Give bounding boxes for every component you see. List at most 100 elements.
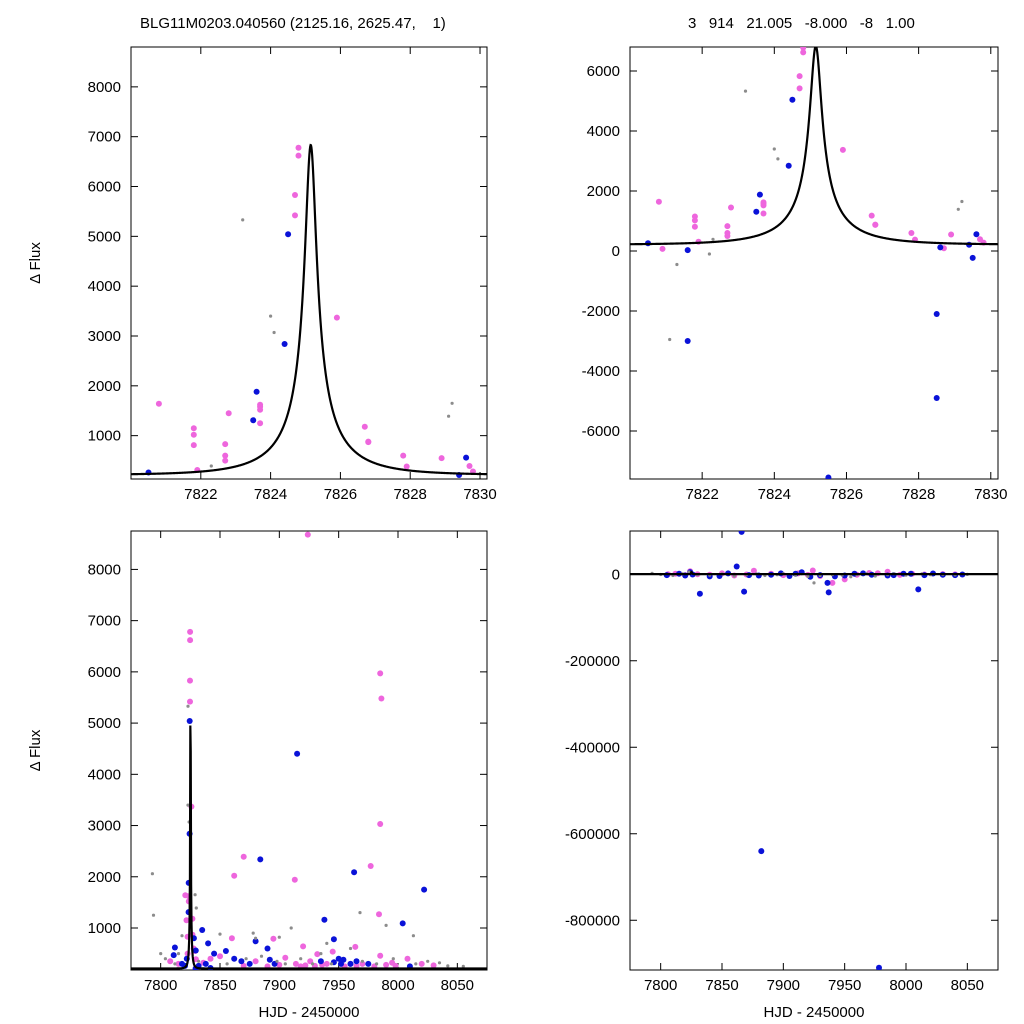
gray-data-point	[772, 147, 776, 151]
pink-data-point	[438, 455, 445, 462]
y-tick-label: 6000	[88, 179, 121, 196]
blue-data-point	[915, 586, 922, 593]
pink-data-point	[292, 212, 298, 219]
pink-data-point	[359, 960, 366, 967]
pink-data-point	[207, 955, 214, 962]
y-tick-label: -200000	[565, 653, 620, 670]
blue-data-point	[199, 927, 206, 933]
gray-data-point	[180, 934, 184, 938]
pink-data-point	[377, 821, 384, 827]
gray-data-point	[437, 961, 442, 965]
x-tick-label: 7824	[254, 486, 287, 503]
blue-data-point	[351, 869, 358, 876]
gray-data-point	[254, 936, 258, 940]
blue-data-point	[399, 920, 406, 927]
y-tick-label: -6000	[582, 423, 620, 440]
blue-data-point	[179, 960, 185, 967]
pink-data-point	[800, 47, 807, 51]
pink-data-point	[872, 221, 879, 228]
y-tick-label: 8000	[88, 561, 121, 578]
gray-data-point	[447, 414, 451, 418]
x-tick-label: 7822	[685, 486, 718, 503]
blue-data-point	[257, 856, 264, 863]
gray-data-point	[159, 952, 163, 956]
pink-data-point	[724, 223, 731, 230]
pink-data-point	[304, 531, 311, 538]
gray-data-point	[244, 957, 248, 961]
y-tick-label: 4000	[88, 766, 121, 783]
y-tick-label: 0	[612, 566, 620, 583]
pink-data-point	[659, 245, 666, 252]
pink-data-point	[292, 192, 298, 198]
gray-data-point	[707, 252, 712, 256]
x-tick-label: 7800	[644, 977, 677, 994]
y-tick-label: 4000	[587, 123, 620, 140]
blue-data-point	[253, 388, 260, 395]
pink-data-point	[190, 442, 197, 449]
y-tick-label: 1000	[88, 428, 121, 445]
blue-data-point	[753, 208, 760, 215]
plot-frame	[130, 530, 488, 971]
y-tick-label: -600000	[565, 826, 620, 843]
left-header-text: BLG11M0203.040560 (2125.16, 2625.47, 1)	[140, 15, 446, 32]
gray-data-point	[450, 401, 454, 405]
gray-data-point	[675, 262, 679, 267]
pink-data-point	[222, 452, 229, 459]
pink-data-point	[182, 892, 189, 899]
y-tick-label: 3000	[88, 328, 121, 345]
blue-data-point	[266, 956, 273, 963]
y-tick-label: 3000	[88, 818, 121, 835]
blue-data-point	[973, 231, 980, 238]
gray-data-point	[849, 575, 853, 579]
pink-data-point	[217, 953, 223, 960]
blue-data-point	[264, 945, 271, 952]
pink-data-point	[276, 961, 283, 968]
y-tick-label: 2000	[88, 378, 121, 395]
blue-data-point	[789, 96, 796, 103]
pink-data-point	[167, 958, 174, 965]
gray-data-point	[269, 314, 273, 318]
pink-data-point	[190, 431, 197, 438]
pink-data-point	[361, 423, 368, 430]
blue-data-point	[250, 417, 257, 424]
x-tick-label: 8000	[381, 977, 414, 994]
blue-data-point	[335, 955, 342, 962]
pink-data-point	[222, 441, 229, 448]
pink-data-point	[383, 961, 390, 968]
pink-data-point	[329, 948, 336, 955]
pink-data-point	[183, 917, 190, 924]
pink-data-point	[365, 438, 372, 445]
pink-data-point	[404, 955, 411, 962]
blue-data-point	[741, 588, 748, 595]
chart-panel-top-left: 7822 7824 7826 7828 7830 1000 2000 3000 4000 5000…	[27, 46, 497, 503]
blue-data-point	[463, 454, 470, 461]
gray-data-point	[209, 464, 213, 468]
y-tick-label: 6000	[88, 664, 121, 681]
x-tick-label: 7830	[463, 486, 496, 503]
pink-data-point	[300, 943, 307, 950]
pink-data-point	[728, 204, 734, 211]
gray-data-point	[311, 962, 315, 966]
blue-data-point	[933, 395, 940, 401]
blue-data-point	[330, 936, 337, 943]
gray-data-point	[426, 959, 430, 963]
pink-data-point	[724, 233, 731, 239]
pink-data-point	[314, 951, 321, 958]
x-tick-label: 7828	[902, 486, 935, 503]
pink-data-point	[295, 144, 302, 151]
gray-data-point	[241, 218, 245, 222]
chart-panel-top-right: 7822 7824 7826 7828 7830 -6000 -4000 -2000 0 2000…	[582, 46, 1007, 503]
pink-data-point	[291, 876, 298, 883]
pink-data-point	[403, 463, 410, 470]
pink-data-point	[270, 935, 277, 942]
blue-data-point	[353, 958, 360, 965]
x-tick-label: 7950	[828, 977, 861, 994]
pink-data-point	[378, 695, 385, 702]
gray-data-point	[960, 199, 964, 204]
blue-data-point	[933, 311, 940, 317]
y-tick-label: -400000	[565, 739, 620, 756]
chart-panel-bottom-right: 7800 7850 7900 7950 8000 8050 -800000 -600000 -4…	[565, 530, 999, 1021]
data-points	[145, 144, 476, 478]
gray-data-point	[259, 954, 264, 958]
